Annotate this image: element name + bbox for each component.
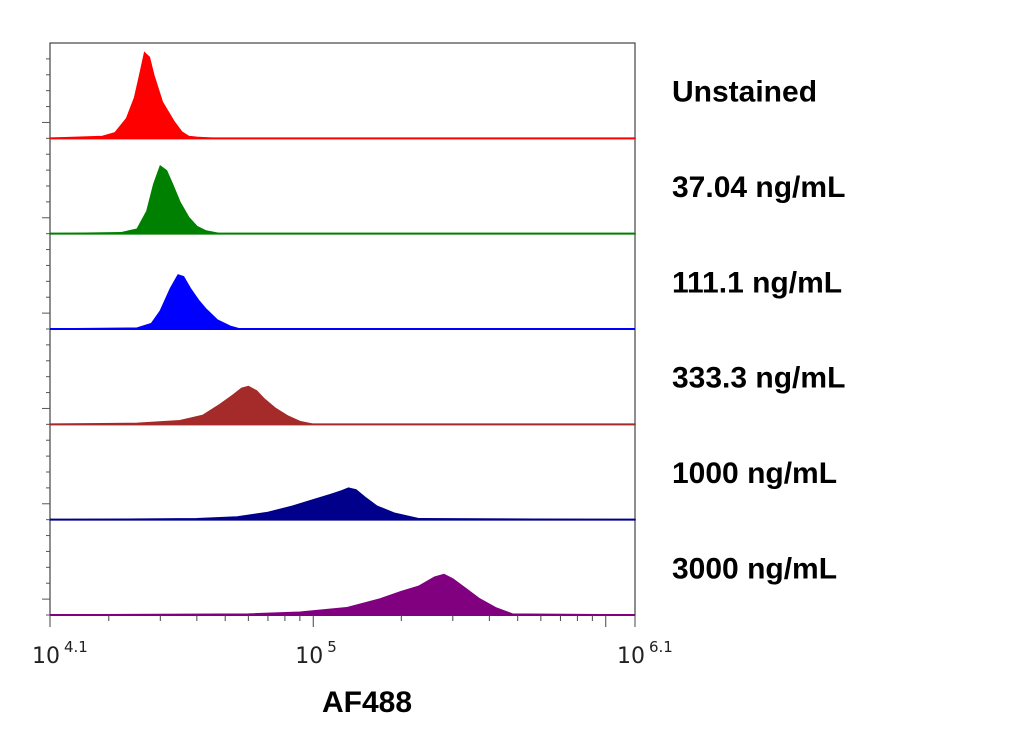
series-label-1: Unstained xyxy=(672,76,817,109)
series-label-5: 1000 ng/mL xyxy=(672,457,837,490)
histogram-series-3 xyxy=(49,274,635,330)
plot-area xyxy=(42,42,636,616)
series-label-3: 111.1 ng/mL xyxy=(672,266,842,299)
histogram-series-6 xyxy=(49,573,636,616)
series-label-4: 333.3 ng/mL xyxy=(672,362,845,395)
x-axis-title: AF488 xyxy=(322,686,412,719)
x-axis: 10 4.1 10 5 10 6.1 xyxy=(32,615,673,669)
x-tick-label-1: 10 4.1 xyxy=(32,638,88,669)
x-tick-label-3: 10 6.1 xyxy=(617,638,673,669)
series-labels: Unstained 37.04 ng/mL 111.1 ng/mL 333.3 ng/… xyxy=(672,76,845,586)
histogram-series-5 xyxy=(49,487,636,521)
histogram-series-4 xyxy=(49,385,636,426)
series-label-6: 3000 ng/mL xyxy=(672,552,837,585)
histogram-series-1 xyxy=(49,51,636,140)
histogram-series-2 xyxy=(49,165,636,235)
x-tick-label-2: 10 5 xyxy=(295,638,337,669)
series-label-2: 37.04 ng/mL xyxy=(672,171,845,204)
